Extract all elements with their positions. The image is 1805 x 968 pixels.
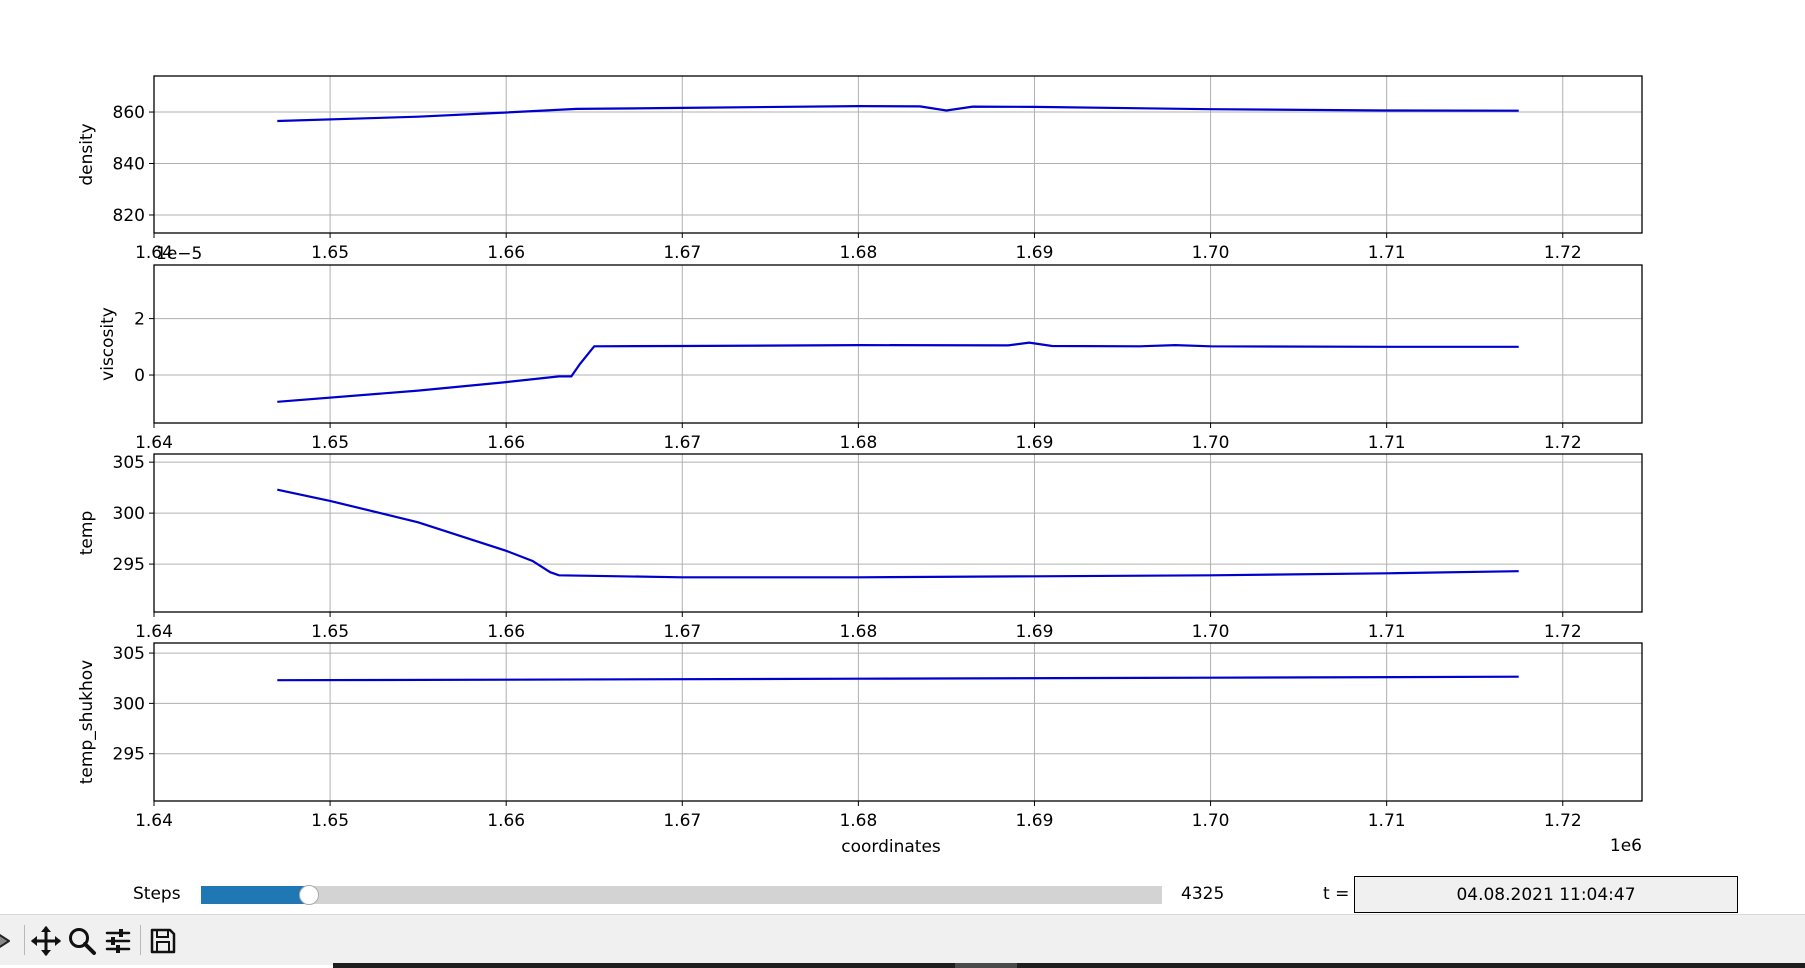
x-tick-label: 1.69 — [1016, 433, 1054, 453]
y-tick-label: 295 — [113, 745, 145, 765]
offset-text: 1e−5 — [156, 244, 202, 264]
t-label: t = — [1323, 884, 1350, 904]
x-tick-label: 1.66 — [487, 433, 525, 453]
x-tick-label: 1.66 — [487, 243, 525, 263]
window-scrollbar-thumb[interactable] — [955, 963, 1017, 968]
pan-icon — [31, 926, 61, 956]
x-tick-label: 1.71 — [1368, 243, 1406, 263]
x-tick-label: 1.69 — [1016, 622, 1054, 642]
axes-background — [154, 265, 1642, 423]
pan-button[interactable] — [28, 923, 64, 959]
y-tick-label: 0 — [134, 366, 145, 386]
y-tick-label: 295 — [113, 555, 145, 575]
x-tick-label: 1.72 — [1544, 433, 1582, 453]
subplot-viscosity: 1.64 1.65 1.66 1.67 1.68 1.69 1.70 1.71 1.72 0 2 vi… — [98, 264, 1643, 453]
x-tick-label: 1.69 — [1016, 811, 1054, 831]
zoom-button[interactable] — [64, 923, 100, 959]
x-tick-label: 1.64 — [135, 622, 173, 642]
y-axis-label: temp — [77, 511, 97, 555]
y-tick-label: 300 — [113, 694, 145, 714]
save-icon — [150, 928, 176, 954]
x-tick-label: 1.65 — [311, 622, 349, 642]
steps-slider-fill — [201, 886, 309, 904]
x-tick-label: 1.67 — [663, 433, 701, 453]
x-tick-label: 1.67 — [663, 622, 701, 642]
steps-slider[interactable] — [201, 885, 1162, 905]
axes-background — [154, 643, 1642, 801]
steps-label: Steps — [133, 884, 181, 904]
y-tick-label: 860 — [113, 103, 145, 123]
forward-icon — [0, 934, 10, 948]
x-tick-label: 1.67 — [663, 243, 701, 263]
x-tick-label: 1.68 — [839, 622, 877, 642]
axes-frame — [153, 453, 1643, 613]
y-tick-label: 300 — [113, 504, 145, 524]
x-tick-label: 1.72 — [1544, 811, 1582, 831]
y-axis-label: temp_shukhov — [77, 660, 97, 784]
x-tick-label: 1.65 — [311, 433, 349, 453]
configure-subplots-button[interactable] — [100, 923, 136, 959]
x-tick-label: 1.72 — [1544, 622, 1582, 642]
y-tick-label: 305 — [113, 453, 145, 473]
window-scrollbar[interactable] — [333, 963, 1805, 968]
axes-frame — [153, 264, 1643, 424]
x-tick-label: 1.68 — [839, 243, 877, 263]
save-button[interactable] — [145, 923, 181, 959]
x-tick-label: 1.64 — [135, 243, 173, 263]
x-tick-label: 1.70 — [1192, 433, 1230, 453]
x-tick-label: 1.71 — [1368, 433, 1406, 453]
y-tick-label: 820 — [113, 206, 145, 226]
time-input[interactable] — [1354, 876, 1738, 913]
steps-slider-handle[interactable] — [298, 885, 319, 905]
x-tick-label: 1.70 — [1192, 811, 1230, 831]
y-axis-label: viscosity — [98, 307, 118, 381]
subplot-temp-shukhov: 1.64 1.65 1.66 1.67 1.68 1.69 1.70 1.71 1.72 295 3… — [77, 642, 1643, 857]
x-tick-label: 1.71 — [1368, 811, 1406, 831]
x-tick-label: 1.68 — [839, 433, 877, 453]
toolbar — [0, 914, 1805, 965]
x-tick-label: 1.70 — [1192, 622, 1230, 642]
offset-text: 1e6 — [1610, 836, 1642, 856]
y-axis-label: density — [77, 123, 97, 185]
x-tick-label: 1.65 — [311, 243, 349, 263]
steps-value: 4325 — [1181, 884, 1225, 904]
y-tick-label: 2 — [134, 310, 145, 330]
axes-background — [154, 454, 1642, 612]
axes-frame — [153, 75, 1643, 234]
configure-subplots-icon — [105, 929, 131, 953]
series-line-temp — [277, 488, 1519, 579]
zoom-icon — [69, 928, 96, 955]
subplot-density: 1.64 1.65 1.66 1.67 1.68 1.69 1.70 1.71 1.72 820 8… — [77, 75, 1643, 264]
axes-background — [154, 76, 1642, 233]
x-tick-label: 1.70 — [1192, 243, 1230, 263]
y-tick-label: 305 — [113, 644, 145, 664]
forward-button[interactable] — [0, 923, 22, 959]
x-tick-label: 1.72 — [1544, 243, 1582, 263]
toolbar-separator — [140, 925, 141, 955]
x-tick-label: 1.68 — [839, 811, 877, 831]
x-tick-label: 1.64 — [135, 433, 173, 453]
series-line-temp-shukhov — [277, 675, 1519, 682]
toolbar-separator — [24, 925, 25, 955]
series-line-density — [277, 104, 1519, 123]
x-tick-label: 1.66 — [487, 622, 525, 642]
x-tick-label: 1.64 — [135, 811, 173, 831]
x-tick-label: 1.69 — [1016, 243, 1054, 263]
y-tick-label: 840 — [113, 155, 145, 175]
series-line-viscosity — [277, 341, 1519, 403]
x-tick-label: 1.71 — [1368, 622, 1406, 642]
axes-frame — [153, 642, 1643, 802]
x-axis-label: coordinates — [841, 837, 941, 857]
subplot-temp: 1.64 1.65 1.66 1.67 1.68 1.69 1.70 1.71 1.72 295 3… — [77, 453, 1643, 642]
x-tick-label: 1.66 — [487, 811, 525, 831]
x-tick-label: 1.65 — [311, 811, 349, 831]
x-tick-label: 1.67 — [663, 811, 701, 831]
